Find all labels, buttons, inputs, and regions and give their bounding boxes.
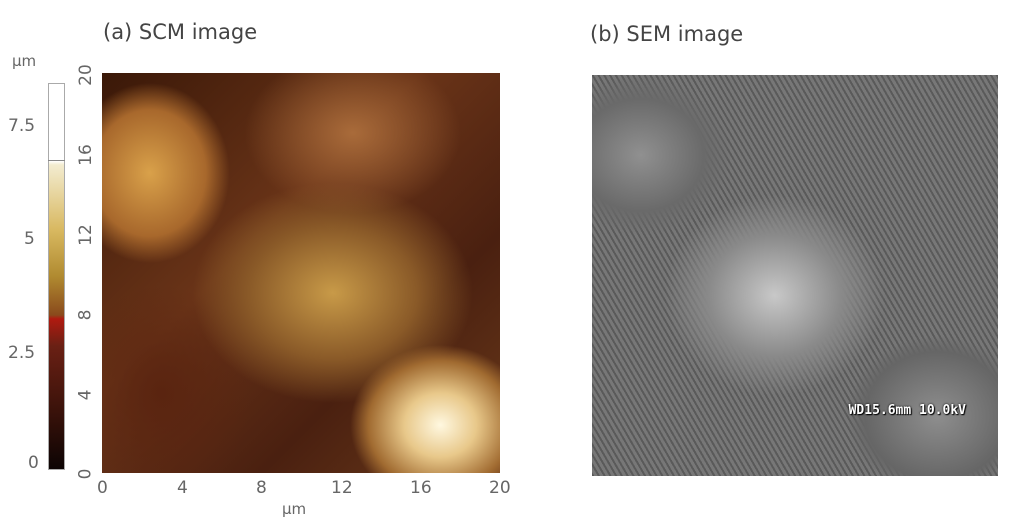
x-tick: 4 <box>177 478 188 498</box>
colorbar-max-line <box>48 160 65 161</box>
y-tick: 8 <box>75 309 96 321</box>
colorbar-tick: 7.5 <box>8 116 36 136</box>
y-tick: 20 <box>75 64 96 86</box>
y-tick: 12 <box>75 224 96 246</box>
x-tick: 12 <box>331 478 353 498</box>
colorbar-tick: 0 <box>28 453 39 473</box>
x-tick: 20 <box>489 478 511 498</box>
colorbar <box>48 83 65 470</box>
y-tick: 16 <box>75 144 96 166</box>
panel-b-title: (b) SEM image <box>590 22 744 46</box>
sem-image: WD15.6mm 10.0kV <box>592 75 998 476</box>
colorbar-tick: 5 <box>24 229 35 249</box>
colorbar-unit: µm <box>12 52 37 70</box>
colorbar-tick: 2.5 <box>8 343 36 363</box>
y-tick: 4 <box>75 389 96 401</box>
sem-info-label: WD15.6mm 10.0kV <box>848 403 966 418</box>
scm-image <box>102 73 500 473</box>
x-tick: 0 <box>97 478 108 498</box>
y-tick: 0 <box>75 468 96 480</box>
x-axis-label: µm <box>282 500 307 518</box>
x-tick: 16 <box>410 478 432 498</box>
panel-a-title: (a) SCM image <box>103 20 258 44</box>
x-tick: 8 <box>256 478 267 498</box>
